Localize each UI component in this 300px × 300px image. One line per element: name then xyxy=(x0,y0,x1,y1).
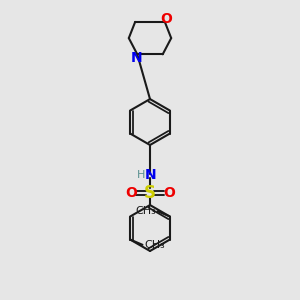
Text: S: S xyxy=(144,184,156,202)
Text: N: N xyxy=(145,168,156,182)
Text: CH₃: CH₃ xyxy=(135,206,156,216)
Text: O: O xyxy=(125,186,137,200)
Text: CH₃: CH₃ xyxy=(144,240,165,250)
Text: N: N xyxy=(130,51,142,65)
Text: H: H xyxy=(136,170,145,180)
Text: O: O xyxy=(160,12,172,26)
Text: O: O xyxy=(163,186,175,200)
